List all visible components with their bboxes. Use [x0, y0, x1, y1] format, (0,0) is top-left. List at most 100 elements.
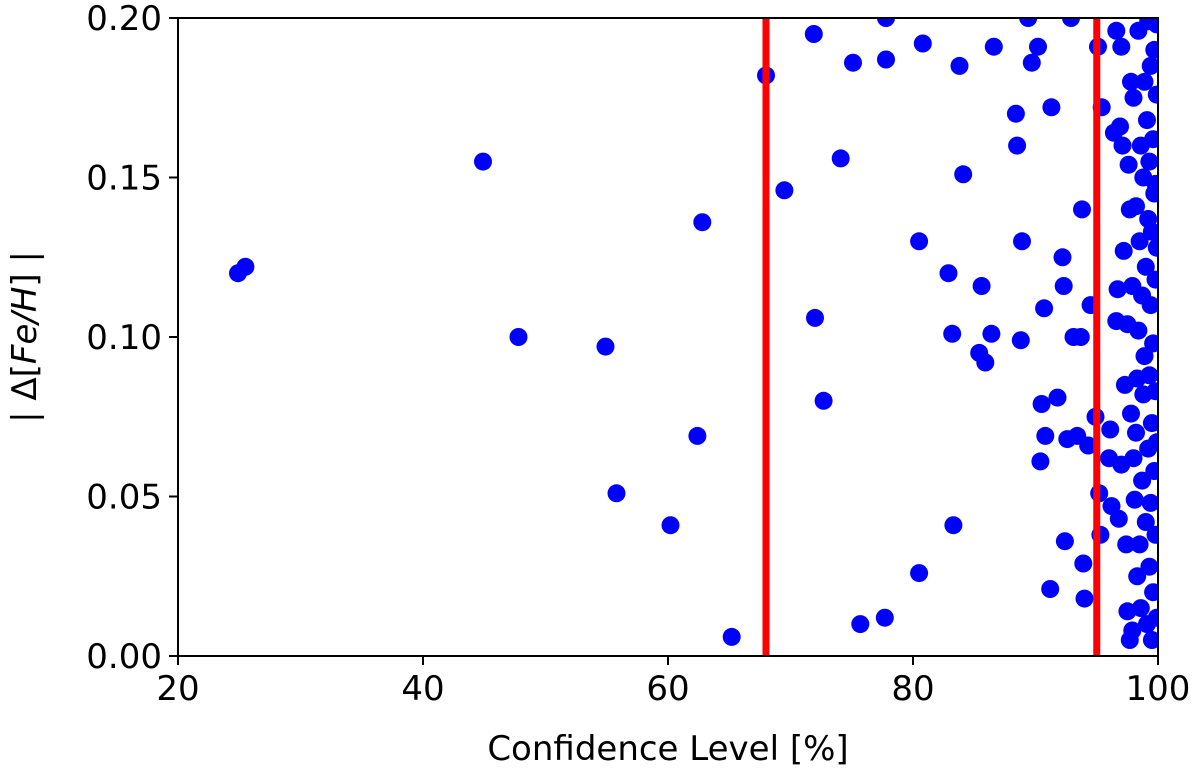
x-tick-label: 60: [646, 669, 689, 709]
data-point: [1041, 580, 1060, 598]
data-point: [688, 426, 707, 445]
data-point: [954, 165, 973, 184]
data-point: [939, 264, 958, 283]
x-axis: 20 40 60 80 100: [156, 656, 1190, 709]
data-point: [851, 615, 870, 634]
data-point: [1122, 404, 1140, 423]
x-tick-label: 100: [1126, 669, 1191, 709]
data-point: [1008, 136, 1027, 155]
data-point: [1141, 493, 1158, 512]
data-point: [1109, 509, 1128, 528]
y-axis-label-suffix: ] |: [5, 251, 45, 287]
data-point: [1113, 136, 1132, 155]
y-tick-label: 0.05: [86, 478, 162, 518]
data-point: [1107, 21, 1126, 40]
data-point: [1122, 72, 1140, 91]
y-axis-label-prefix: | Δ[: [5, 364, 45, 423]
data-point: [972, 277, 991, 295]
data-point: [877, 50, 895, 69]
data-point: [1124, 88, 1143, 107]
data-point: [1146, 382, 1158, 401]
data-point: [1130, 232, 1149, 251]
data-point: [1123, 621, 1142, 640]
data-point: [804, 25, 823, 43]
data-point: [1131, 599, 1150, 618]
data-point: [474, 152, 492, 171]
data-point: [1142, 222, 1158, 241]
data-point: [1054, 277, 1073, 295]
data-point: [1053, 248, 1072, 267]
data-point: [1111, 117, 1129, 136]
y-tick-label: 0.10: [86, 318, 162, 358]
data-point: [950, 56, 969, 75]
data-point: [1140, 366, 1158, 385]
data-point: [1013, 232, 1031, 251]
data-point: [831, 149, 850, 168]
data-point: [1127, 423, 1145, 442]
y-axis: 0.00 0.05 0.10 0.15 0.20: [86, 0, 178, 677]
y-axis-label-italic: Fe/H: [5, 287, 45, 365]
data-point: [607, 484, 626, 503]
data-point: [913, 34, 932, 53]
data-point: [1129, 321, 1148, 340]
data-point: [1073, 200, 1091, 219]
y-axis-label: | Δ[Fe/H] |: [5, 251, 45, 423]
data-point: [1140, 152, 1158, 171]
data-point: [1101, 420, 1120, 439]
data-point: [1031, 452, 1050, 471]
data-point: [1117, 535, 1136, 554]
data-point: [1146, 174, 1158, 193]
data-point: [1032, 395, 1051, 413]
data-point: [1119, 155, 1138, 174]
data-point: [1144, 583, 1158, 602]
data-point: [943, 324, 962, 343]
data-point: [1144, 334, 1158, 353]
data-point: [1147, 608, 1158, 627]
data-point: [1036, 426, 1055, 445]
x-tick-label: 40: [401, 669, 444, 709]
y-tick-label: 0.00: [86, 637, 162, 677]
data-point: [596, 337, 615, 356]
data-point: [1135, 72, 1154, 91]
data-point: [722, 627, 741, 646]
data-point: [875, 608, 894, 627]
data-point: [1075, 589, 1094, 608]
data-point: [1071, 328, 1090, 346]
data-point: [1145, 462, 1158, 480]
data-point: [944, 516, 963, 535]
data-point: [1124, 449, 1143, 468]
data-point: [1141, 56, 1158, 75]
data-point: [1145, 40, 1158, 59]
data-point: [1011, 331, 1030, 350]
data-point: [1022, 53, 1041, 72]
data-point: [1136, 513, 1155, 531]
data-point: [236, 257, 255, 276]
data-point: [1142, 414, 1158, 433]
x-tick-label: 80: [891, 669, 934, 709]
data-point: [1127, 197, 1145, 216]
data-point: [1112, 37, 1131, 56]
data-point: [1135, 347, 1154, 366]
data-point: [1055, 532, 1074, 551]
data-point: [1048, 388, 1067, 407]
data-point: [693, 213, 712, 232]
data-point: [1019, 18, 1038, 27]
y-tick-label: 0.20: [86, 0, 162, 39]
data-point: [1114, 241, 1133, 260]
reference-lines-layer: [762, 18, 1101, 656]
data-point: [1125, 490, 1144, 509]
data-point: [814, 391, 833, 410]
data-point: [1035, 299, 1054, 318]
data-point: [1147, 238, 1158, 257]
data-point: [982, 324, 1001, 343]
data-point: [984, 37, 1003, 56]
data-point: [1128, 567, 1147, 586]
x-axis-label: Confidence Level [%]: [487, 729, 848, 769]
data-point: [509, 328, 528, 346]
data-point: [1029, 37, 1047, 56]
data-point: [806, 308, 824, 327]
data-point: [976, 353, 995, 372]
data-point: [775, 181, 794, 200]
